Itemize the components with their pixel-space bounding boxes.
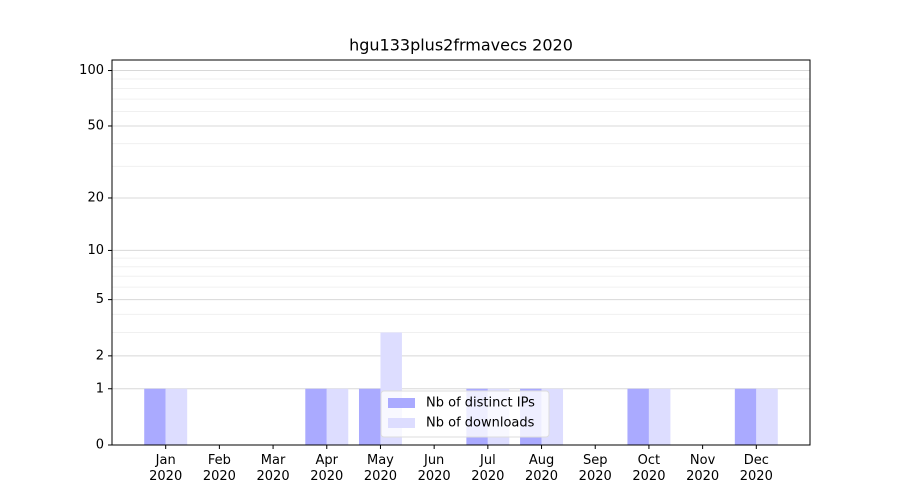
x-tick-label: Jun 2020 bbox=[417, 453, 451, 484]
chart-title: hgu133plus2frmavecs 2020 bbox=[349, 36, 573, 55]
x-tick-label: May 2020 bbox=[363, 453, 397, 484]
x-tick-label: Jan 2020 bbox=[149, 453, 183, 484]
x-tick-label: Dec 2020 bbox=[739, 453, 773, 484]
plot-frame bbox=[111, 59, 811, 446]
x-tick-label: Oct 2020 bbox=[632, 453, 666, 484]
y-tick-label: 20 bbox=[87, 190, 104, 205]
x-tick-label: Nov 2020 bbox=[686, 453, 720, 484]
x-tick-label: Apr 2020 bbox=[310, 453, 344, 484]
y-tick-label: 2 bbox=[96, 348, 104, 363]
legend-label: Nb of distinct IPs bbox=[426, 396, 535, 411]
y-tick-label: 1 bbox=[96, 381, 104, 396]
legend: Nb of distinct IPs Nb of downloads bbox=[380, 390, 550, 438]
y-tick-label: 10 bbox=[87, 243, 104, 258]
legend-swatch bbox=[388, 418, 415, 428]
bar bbox=[734, 388, 757, 445]
legend-swatch bbox=[388, 398, 415, 408]
y-tick-label: 0 bbox=[96, 438, 104, 453]
legend-label: Nb of downloads bbox=[426, 416, 535, 431]
y-tick-label: 50 bbox=[87, 118, 104, 133]
bar bbox=[756, 388, 778, 445]
y-tick-label: 5 bbox=[96, 292, 104, 307]
x-tick-label: Sep 2020 bbox=[578, 453, 612, 484]
bar bbox=[305, 388, 327, 445]
bar bbox=[165, 388, 188, 445]
x-tick-label: Jul 2020 bbox=[471, 453, 505, 484]
bar bbox=[627, 388, 649, 445]
bar bbox=[358, 388, 381, 445]
bar bbox=[648, 388, 671, 445]
legend-box bbox=[380, 390, 550, 438]
y-tick-label: 100 bbox=[79, 63, 104, 78]
bar bbox=[144, 388, 166, 445]
x-tick-label: Feb 2020 bbox=[202, 453, 236, 484]
x-tick-label: Aug 2020 bbox=[524, 453, 559, 484]
x-tick-label: Mar 2020 bbox=[256, 453, 290, 484]
bar bbox=[326, 388, 349, 445]
